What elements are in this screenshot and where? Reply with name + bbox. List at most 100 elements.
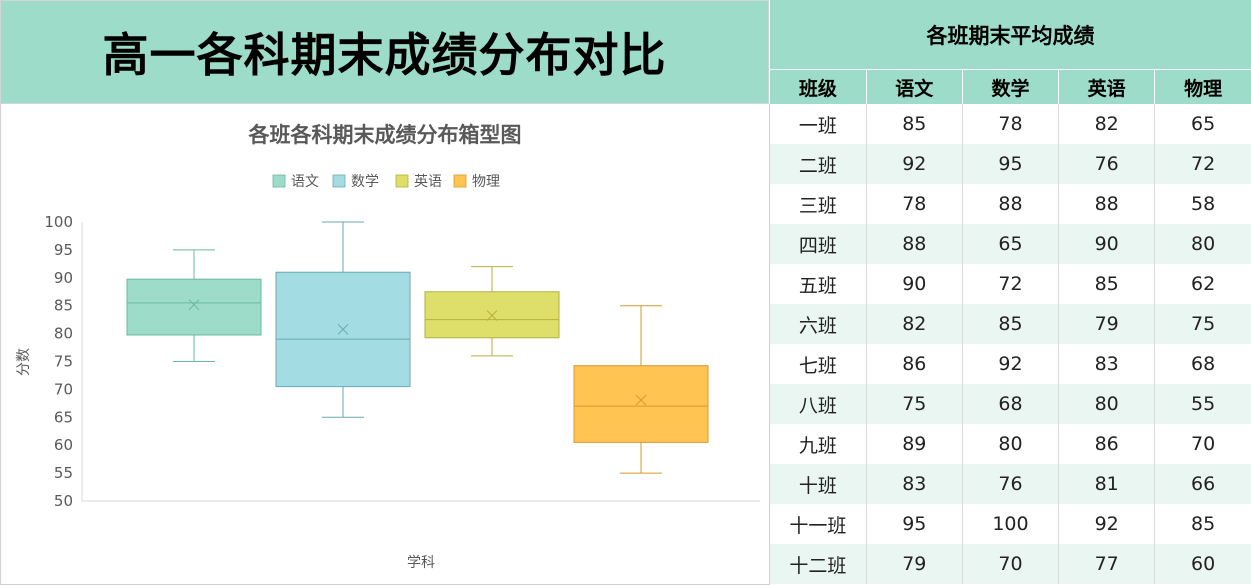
table-row: 一班 85 78 82 65 <box>770 104 1251 144</box>
y-tick-label: 95 <box>54 241 73 259</box>
score-cell: 81 <box>1058 464 1156 504</box>
legend-label: 语文 <box>291 174 319 190</box>
table-row: 九班 89 80 86 70 <box>770 424 1251 464</box>
x-axis-label: 学科 <box>407 555 435 571</box>
score-cell: 55 <box>1154 384 1251 424</box>
score-cell: 79 <box>1058 304 1156 344</box>
score-cell: 92 <box>1058 504 1156 544</box>
y-tick-label: 55 <box>54 464 73 482</box>
y-tick-label: 60 <box>54 436 73 454</box>
class-name-cell: 七班 <box>770 344 867 384</box>
score-cell: 77 <box>1058 544 1156 584</box>
score-cell: 60 <box>1154 544 1251 584</box>
score-cell: 90 <box>866 264 963 304</box>
score-cell: 80 <box>962 424 1060 464</box>
y-tick-label: 80 <box>54 325 73 343</box>
score-cell: 78 <box>962 104 1060 144</box>
class-name-cell: 九班 <box>770 424 867 464</box>
score-cell: 100 <box>962 504 1060 544</box>
box-body <box>573 365 709 443</box>
chart-title: 各班各科期末成绩分布箱型图 <box>248 123 522 147</box>
y-tick-label: 100 <box>44 213 73 231</box>
score-cell: 89 <box>866 424 963 464</box>
average-score-table-panel: 各班期末平均成绩 班级 语文 数学 英语 物理 一班 85 78 82 65 二班 92 95 76 72… <box>770 0 1251 585</box>
table-header-cell: 班级 <box>770 70 867 104</box>
score-cell: 85 <box>866 104 963 144</box>
legend-swatch <box>272 174 286 188</box>
y-tick-label: 65 <box>54 408 73 426</box>
y-axis-label: 分数 <box>16 348 32 376</box>
score-cell: 95 <box>962 144 1060 184</box>
score-cell: 66 <box>1154 464 1251 504</box>
table-row: 六班 82 85 79 75 <box>770 304 1251 344</box>
table-header-cell: 语文 <box>866 70 963 104</box>
class-name-cell: 十一班 <box>770 504 867 544</box>
y-tick-label: 85 <box>54 297 73 315</box>
score-cell: 86 <box>1058 424 1156 464</box>
table-row: 五班 90 72 85 62 <box>770 264 1251 304</box>
score-cell: 83 <box>866 464 963 504</box>
score-cell: 68 <box>962 384 1060 424</box>
table-row: 八班 75 68 80 55 <box>770 384 1251 424</box>
score-cell: 65 <box>962 224 1060 264</box>
table-row: 二班 92 95 76 72 <box>770 144 1251 184</box>
y-tick-label: 50 <box>54 492 73 510</box>
legend-label: 英语 <box>414 173 442 190</box>
box-mean-marker <box>635 394 647 406</box>
average-score-table: 班级 语文 数学 英语 物理 一班 85 78 82 65 二班 92 95 76 72 三班 78 88 88 5… <box>770 70 1251 584</box>
score-cell: 76 <box>962 464 1060 504</box>
legend-label: 物理 <box>472 174 500 190</box>
score-cell: 75 <box>866 384 963 424</box>
class-name-cell: 八班 <box>770 384 867 424</box>
score-cell: 79 <box>866 544 963 584</box>
table-header-cell: 英语 <box>1058 70 1156 104</box>
class-name-cell: 四班 <box>770 224 867 264</box>
table-header-cell: 物理 <box>1154 70 1251 104</box>
table-row: 十二班 79 70 77 60 <box>770 544 1251 584</box>
score-cell: 92 <box>962 344 1060 384</box>
class-name-cell: 五班 <box>770 264 867 304</box>
box-mean-marker <box>188 299 200 311</box>
class-name-cell: 六班 <box>770 304 867 344</box>
class-name-cell: 十班 <box>770 464 867 504</box>
box-body <box>126 278 262 336</box>
score-cell: 83 <box>1058 344 1156 384</box>
score-cell: 85 <box>1154 504 1251 544</box>
score-cell: 65 <box>1154 104 1251 144</box>
table-header-row: 班级 语文 数学 英语 物理 <box>770 70 1251 104</box>
score-cell: 85 <box>962 304 1060 344</box>
table-row: 七班 86 92 83 68 <box>770 344 1251 384</box>
table-row: 三班 78 88 88 58 <box>770 184 1251 224</box>
score-cell: 70 <box>1154 424 1251 464</box>
score-cell: 88 <box>1058 184 1156 224</box>
score-cell: 82 <box>1058 104 1156 144</box>
table-row: 四班 88 65 90 80 <box>770 224 1251 264</box>
score-cell: 88 <box>866 224 963 264</box>
score-cell: 62 <box>1154 264 1251 304</box>
score-cell: 90 <box>1058 224 1156 264</box>
legend-swatch <box>332 174 346 188</box>
score-cell: 76 <box>1058 144 1156 184</box>
score-cell: 88 <box>962 184 1060 224</box>
score-cell: 92 <box>866 144 963 184</box>
table-body: 一班 85 78 82 65 二班 92 95 76 72 三班 78 88 88 58 四班 88 65 90 80… <box>770 104 1251 584</box>
score-cell: 72 <box>962 264 1060 304</box>
score-cell: 86 <box>866 344 963 384</box>
legend-swatch <box>395 174 409 188</box>
class-name-cell: 三班 <box>770 184 867 224</box>
score-cell: 85 <box>1058 264 1156 304</box>
score-cell: 95 <box>866 504 963 544</box>
box-mean-marker <box>486 310 498 321</box>
box-mean-marker <box>337 324 349 335</box>
score-cell: 80 <box>1154 224 1251 264</box>
score-cell: 68 <box>1154 344 1251 384</box>
y-tick-label: 75 <box>54 353 73 371</box>
score-cell: 58 <box>1154 184 1251 224</box>
page-title: 高一各科期末成绩分布对比 <box>102 28 667 82</box>
page-title-banner: 高一各科期末成绩分布对比 <box>0 0 769 104</box>
score-cell: 78 <box>866 184 963 224</box>
score-cell: 80 <box>1058 384 1156 424</box>
table-header-cell: 数学 <box>962 70 1060 104</box>
table-title: 各班期末平均成绩 <box>770 0 1251 70</box>
class-name-cell: 十二班 <box>770 544 867 584</box>
